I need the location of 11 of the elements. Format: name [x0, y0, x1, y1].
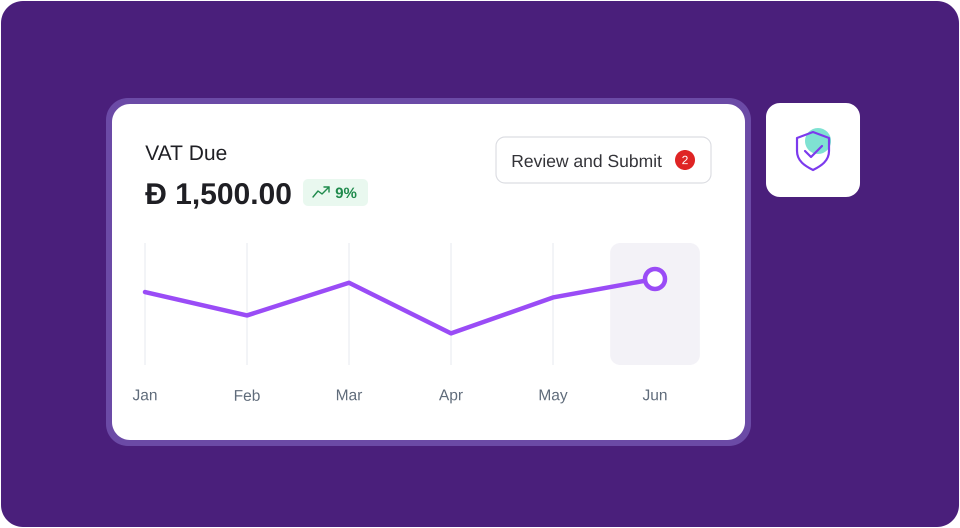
- chart-title: VAT Due: [145, 146, 226, 160]
- x-tick-label: Jan: [132, 390, 156, 400]
- text: 9%: [336, 188, 356, 198]
- chart-subtitle: Đ 1,500.00: [145, 183, 291, 209]
- text: Review and Submit: [512, 154, 662, 168]
- text: 2: [682, 156, 688, 164]
- x-tick-label: Jun: [642, 390, 666, 400]
- x-tick-label: Mar: [336, 390, 362, 400]
- x-tick-label: May: [540, 390, 568, 404]
- x-tick-label: Apr: [438, 390, 463, 404]
- x-tick-label: Feb: [234, 390, 260, 401]
